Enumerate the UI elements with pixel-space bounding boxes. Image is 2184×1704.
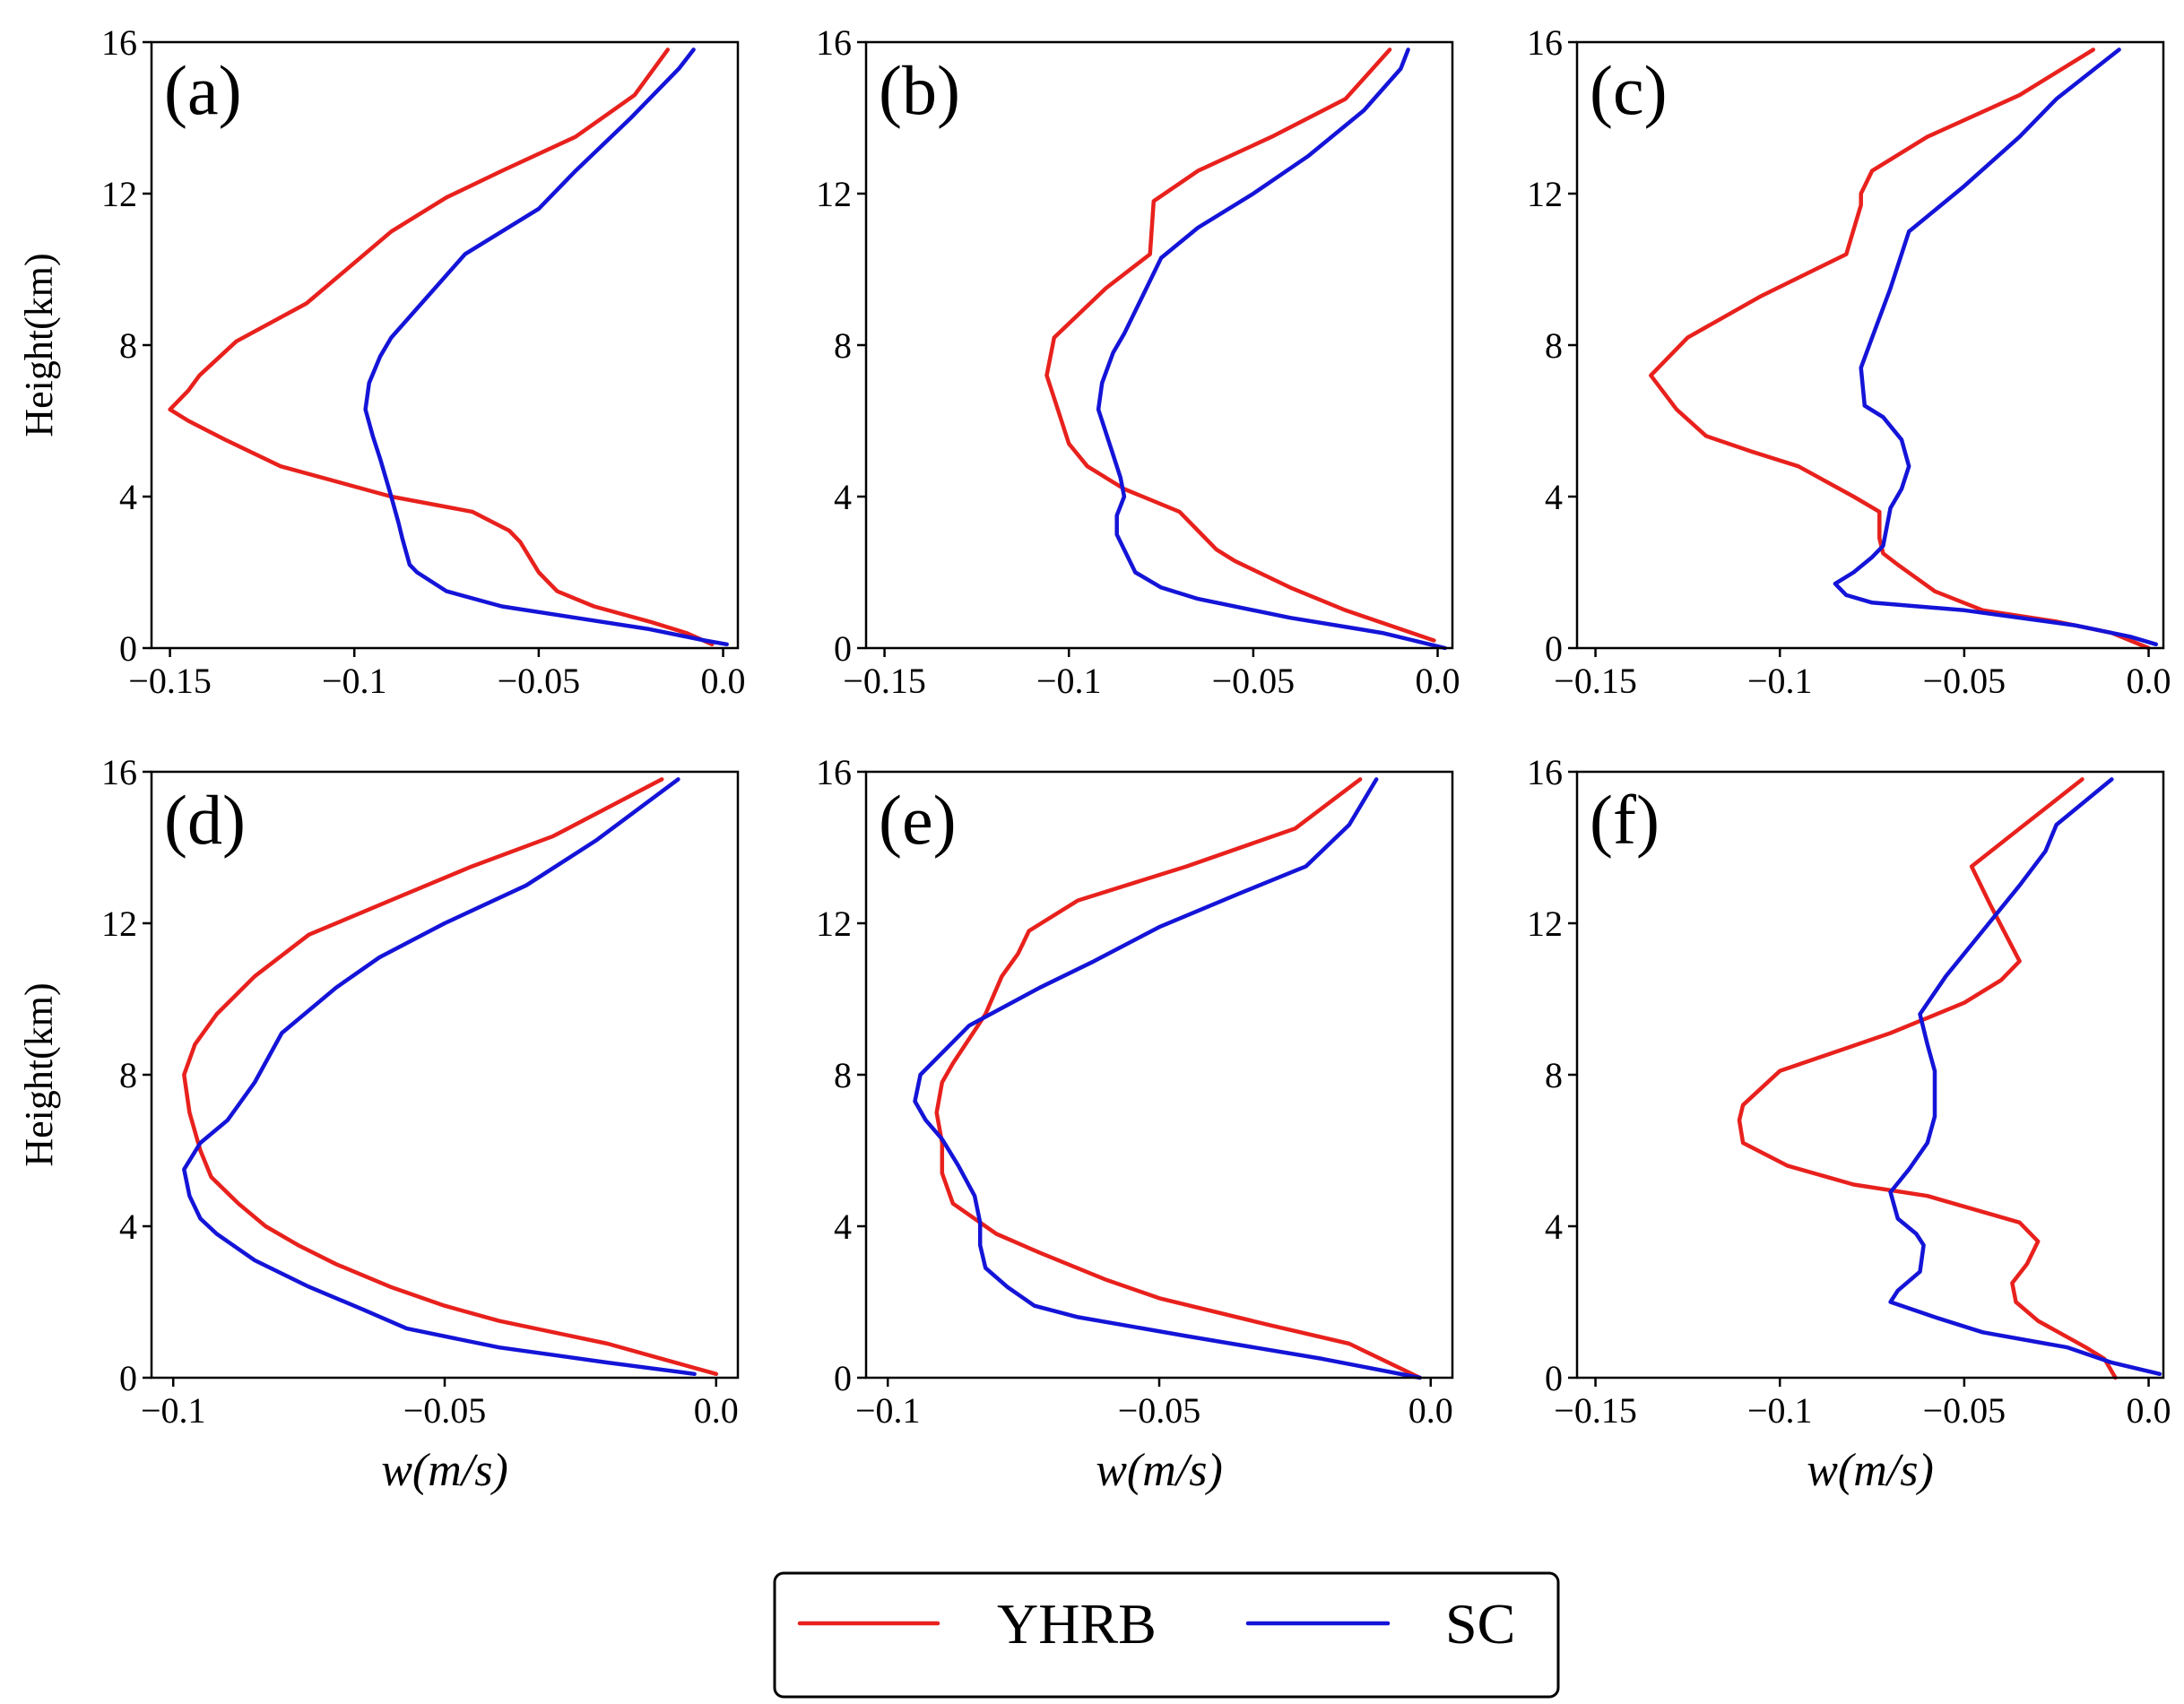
panel-label-b: (b) bbox=[879, 51, 960, 129]
plot-frame-d bbox=[150, 770, 740, 1380]
series-line-sc-a bbox=[363, 48, 729, 647]
x-tick-label-f-2: −0.05 bbox=[1923, 1390, 2006, 1431]
y-tick-label-c-3: 12 bbox=[1527, 174, 1563, 214]
y-tick-label-f-2: 8 bbox=[1545, 1055, 1563, 1095]
x-tick-label-e-0: −0.1 bbox=[855, 1390, 921, 1431]
y-tick-label-f-0: 0 bbox=[1545, 1358, 1563, 1398]
x-tick-label-a-0: −0.15 bbox=[128, 661, 212, 701]
y-tick-label-b-4: 16 bbox=[816, 22, 852, 63]
y-tick-label-c-1: 4 bbox=[1545, 477, 1563, 517]
x-tick-label-d-1: −0.05 bbox=[403, 1390, 487, 1431]
panels-layer: −0.15 −0.1 −0.05 0.00481216(a)Height(km)−0.… bbox=[17, 22, 2171, 1496]
y-tick-label-d-0: 0 bbox=[119, 1358, 137, 1398]
y-tick-label-b-0: 0 bbox=[834, 628, 852, 669]
y-tick-label-b-1: 4 bbox=[834, 477, 852, 517]
x-tick-label-c-1: −0.1 bbox=[1747, 661, 1813, 701]
y-axis-label-d: Height(km) bbox=[17, 982, 61, 1166]
y-tick-label-d-4: 16 bbox=[101, 752, 137, 792]
series-line-sc-b bbox=[1096, 48, 1448, 651]
y-tick-label-c-0: 0 bbox=[1545, 628, 1563, 669]
y-tick-label-e-2: 8 bbox=[834, 1055, 852, 1095]
series-line-sc-e bbox=[913, 777, 1422, 1380]
y-tick-label-a-0: 0 bbox=[119, 628, 137, 669]
y-tick-label-f-3: 12 bbox=[1527, 904, 1563, 944]
plot-frame-e bbox=[864, 770, 1454, 1380]
series-line-yhrb-b bbox=[1044, 48, 1436, 643]
x-tick-label-c-2: −0.05 bbox=[1923, 661, 2006, 701]
panel-e: −0.1 −0.05 0.0 0 4 8 12 16 (e) w(m/s) bbox=[816, 752, 1454, 1496]
legend-yhrb-label: YHRB bbox=[997, 1592, 1157, 1656]
series-line-yhrb-f bbox=[1737, 777, 2118, 1380]
y-tick-label-d-2: 8 bbox=[119, 1055, 137, 1095]
x-tick-label-e-1: −0.05 bbox=[1118, 1390, 1201, 1431]
y-tick-label-f-4: 16 bbox=[1527, 752, 1563, 792]
panel-b: −0.15 −0.1 −0.05 0.0 0 4 8 12 16 (b) bbox=[816, 22, 1460, 701]
x-tick-label-f-0: −0.15 bbox=[1554, 1390, 1637, 1431]
x-tick-label-d-0: −0.1 bbox=[141, 1390, 206, 1431]
panel-d: −0.1 −0.05 0.0 0 4 8 12 16 (d) Height(km) w(m/s) bbox=[17, 752, 740, 1496]
series-line-yhrb-a bbox=[168, 48, 715, 647]
x-tick-label-c-3: 0.0 bbox=[2127, 661, 2171, 701]
x-axis-label-e: w(m/s) bbox=[1096, 1445, 1223, 1496]
legend: YHRB SC bbox=[773, 1571, 1560, 1699]
y-tick-label-f-1: 4 bbox=[1545, 1207, 1563, 1247]
x-tick-label-b-2: −0.05 bbox=[1212, 661, 1296, 701]
series-line-yhrb-e bbox=[934, 777, 1422, 1380]
series-line-sc-d bbox=[182, 777, 697, 1377]
panel-label-d: (d) bbox=[164, 781, 246, 859]
y-tick-label-e-0: 0 bbox=[834, 1358, 852, 1398]
x-axis-label-d: w(m/s) bbox=[381, 1445, 508, 1496]
plot-frame-f bbox=[1575, 770, 2165, 1380]
y-tick-label-d-1: 4 bbox=[119, 1207, 137, 1247]
panel-label-f: (f) bbox=[1590, 781, 1660, 859]
x-tick-label-e-2: 0.0 bbox=[1408, 1390, 1453, 1431]
panel-label-e: (e) bbox=[879, 781, 957, 859]
x-tick-label-c-0: −0.15 bbox=[1554, 661, 1637, 701]
panel-a: −0.15 −0.1 −0.05 0.0 0 4 8 12 16 (a) Height(km) bbox=[17, 22, 746, 701]
y-tick-label-a-3: 12 bbox=[101, 174, 137, 214]
plot-frame-a bbox=[150, 40, 740, 650]
x-tick-label-f-1: −0.1 bbox=[1747, 1390, 1813, 1431]
x-tick-label-a-2: −0.05 bbox=[498, 661, 581, 701]
x-tick-label-a-3: 0.0 bbox=[701, 661, 746, 701]
y-tick-label-a-4: 16 bbox=[101, 22, 137, 63]
y-tick-label-a-2: 8 bbox=[119, 325, 137, 366]
x-tick-label-d-2: 0.0 bbox=[694, 1390, 739, 1431]
series-line-sc-c bbox=[1833, 48, 2159, 647]
x-tick-label-f-3: 0.0 bbox=[2127, 1390, 2171, 1431]
panel-label-a: (a) bbox=[164, 51, 242, 129]
y-tick-label-e-3: 12 bbox=[816, 904, 852, 944]
y-axis-label-a: Height(km) bbox=[17, 253, 61, 437]
x-tick-label-b-1: −0.1 bbox=[1036, 661, 1102, 701]
x-tick-label-b-3: 0.0 bbox=[1416, 661, 1460, 701]
series-line-yhrb-d bbox=[182, 777, 719, 1377]
x-axis-label-f: w(m/s) bbox=[1807, 1445, 1934, 1496]
y-tick-label-d-3: 12 bbox=[101, 904, 137, 944]
y-tick-label-c-2: 8 bbox=[1545, 325, 1563, 366]
series-line-sc-f bbox=[1888, 777, 2162, 1377]
y-tick-label-c-4: 16 bbox=[1527, 22, 1563, 63]
plot-frame-b bbox=[864, 40, 1454, 650]
x-tick-label-a-1: −0.1 bbox=[322, 661, 387, 701]
x-tick-label-b-0: −0.15 bbox=[843, 661, 926, 701]
y-tick-label-a-1: 4 bbox=[119, 477, 137, 517]
legend-box bbox=[773, 1571, 1560, 1699]
y-tick-label-b-3: 12 bbox=[816, 174, 852, 214]
legend-sc-label: SC bbox=[1445, 1592, 1515, 1656]
panel-f: −0.15 −0.1 −0.05 0.0 0 4 8 12 16 (f) w(m/s) bbox=[1527, 752, 2171, 1496]
panel-label-c: (c) bbox=[1590, 51, 1668, 129]
y-tick-label-e-4: 16 bbox=[816, 752, 852, 792]
panel-c: −0.15 −0.1 −0.05 0.0 0 4 8 12 16 (c) bbox=[1527, 22, 2171, 701]
y-tick-label-b-2: 8 bbox=[834, 325, 852, 366]
series-line-yhrb-c bbox=[1649, 48, 2151, 651]
y-tick-label-e-1: 4 bbox=[834, 1207, 852, 1247]
